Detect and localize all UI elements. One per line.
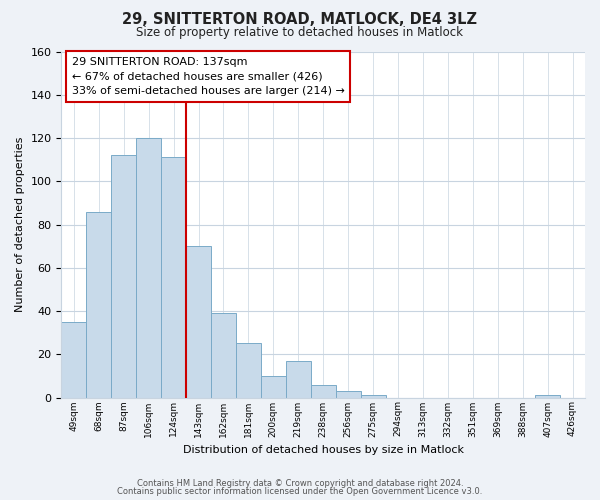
Bar xyxy=(111,156,136,398)
Text: Contains public sector information licensed under the Open Government Licence v3: Contains public sector information licen… xyxy=(118,487,482,496)
Bar xyxy=(261,376,286,398)
Bar xyxy=(86,212,111,398)
Bar xyxy=(186,246,211,398)
Bar xyxy=(311,384,335,398)
Bar xyxy=(61,322,86,398)
Text: 29 SNITTERTON ROAD: 137sqm
← 67% of detached houses are smaller (426)
33% of sem: 29 SNITTERTON ROAD: 137sqm ← 67% of deta… xyxy=(72,56,345,96)
Text: Contains HM Land Registry data © Crown copyright and database right 2024.: Contains HM Land Registry data © Crown c… xyxy=(137,478,463,488)
Bar xyxy=(535,396,560,398)
Bar xyxy=(361,396,386,398)
Bar xyxy=(236,344,261,398)
Text: 29, SNITTERTON ROAD, MATLOCK, DE4 3LZ: 29, SNITTERTON ROAD, MATLOCK, DE4 3LZ xyxy=(122,12,478,28)
Bar xyxy=(211,313,236,398)
X-axis label: Distribution of detached houses by size in Matlock: Distribution of detached houses by size … xyxy=(183,445,464,455)
Text: Size of property relative to detached houses in Matlock: Size of property relative to detached ho… xyxy=(137,26,464,39)
Bar xyxy=(161,158,186,398)
Bar xyxy=(136,138,161,398)
Bar xyxy=(335,391,361,398)
Bar xyxy=(286,360,311,398)
Y-axis label: Number of detached properties: Number of detached properties xyxy=(15,137,25,312)
